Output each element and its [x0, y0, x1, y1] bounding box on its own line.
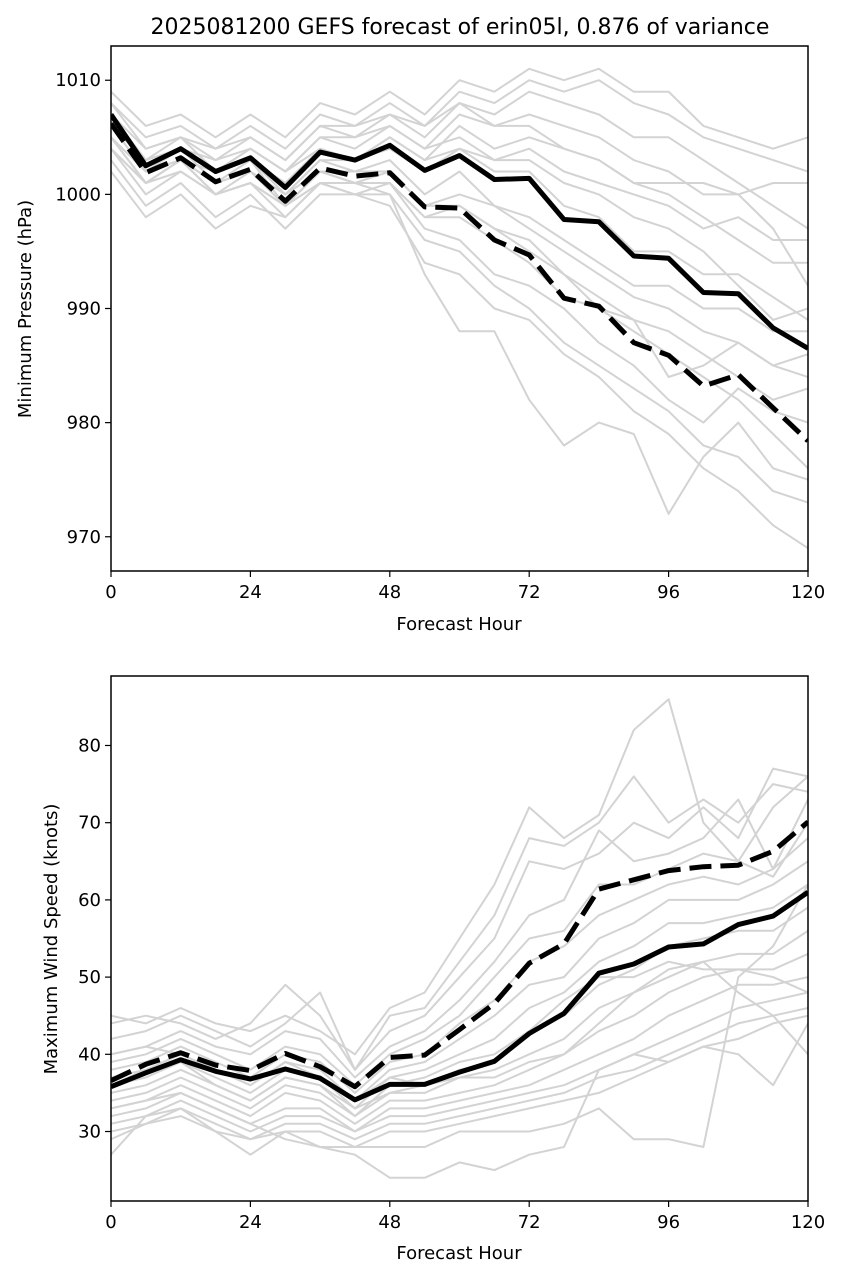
pressure-ensemble-member-line — [111, 102, 808, 287]
pressure-ensemble-member-line — [111, 136, 808, 470]
wind-y-tick-label: 40 — [78, 1044, 101, 1065]
pressure-ensemble-member-line — [111, 147, 808, 424]
wind-dashed-line — [111, 819, 808, 1090]
wind-ensemble-member-line — [111, 952, 808, 1125]
pressure-x-tick-label: 24 — [239, 582, 262, 603]
pressure-ensemble-member-line — [111, 79, 808, 173]
pressure-chart-title: 2025081200 GEFS forecast of erin05l, 0.8… — [151, 15, 770, 40]
wind-ensemble-member-line — [111, 798, 808, 1079]
pressure-solid-line — [111, 113, 808, 351]
wind-y-tick-label: 70 — [78, 813, 101, 834]
wind-x-axis-label: Forecast Hour — [396, 1243, 522, 1264]
pressure-ensemble-member-line — [111, 124, 808, 264]
pressure-ensemble-member-line — [111, 113, 808, 241]
wind-ensemble-member-line — [111, 991, 808, 1133]
pressure-dashed-line — [111, 122, 808, 443]
wind-ensemble-member-line — [111, 960, 808, 1110]
pressure-y-axis-label: Minimum Pressure (hPa) — [15, 200, 36, 418]
wind-y-axis-label: Maximum Wind Speed (knots) — [41, 804, 62, 1075]
wind-x-tick-label: 48 — [378, 1212, 401, 1233]
wind-solid-line — [111, 890, 808, 1103]
pressure-x-tick-label: 48 — [378, 582, 401, 603]
wind-x-tick-label: 0 — [105, 1212, 116, 1233]
pressure-ensemble-member-line — [111, 159, 808, 550]
wind-ensemble-member-line — [111, 775, 808, 1071]
pressure-ensemble-member-line — [111, 136, 808, 401]
wind-ensemble-member-line — [111, 884, 808, 1156]
wind-ensemble-member-line — [111, 1007, 808, 1141]
pressure-x-tick-label: 96 — [657, 582, 680, 603]
pressure-x-tick-label: 72 — [518, 582, 541, 603]
wind-x-tick-label: 120 — [791, 1212, 825, 1233]
pressure-ensemble-member-line — [111, 136, 808, 378]
wind-series-group — [111, 698, 808, 1179]
wind-ensemble-member-line — [111, 767, 808, 1071]
pressure-y-tick-label: 1000 — [55, 184, 101, 205]
wind-x-tick-label: 72 — [518, 1212, 541, 1233]
wind-ensemble-member-line — [111, 822, 808, 1087]
wind-x-tick-label: 24 — [239, 1212, 262, 1233]
wind-chart: Forecast Hour Maximum Wind Speed (knots)… — [41, 675, 825, 1264]
wind-y-tick-label: 30 — [78, 1122, 101, 1143]
pressure-ensemble-member-line — [111, 67, 808, 150]
pressure-y-tick-label: 970 — [67, 527, 101, 548]
pressure-ensemble-member-line — [111, 170, 808, 515]
wind-ensemble-member-line — [111, 1014, 808, 1148]
pressure-y-tick-label: 980 — [67, 413, 101, 434]
pressure-x-tick-label: 120 — [791, 582, 825, 603]
wind-plot-frame — [110, 675, 809, 1202]
pressure-y-tick-label: 990 — [67, 299, 101, 320]
pressure-ensemble-member-line — [111, 148, 808, 504]
wind-ensemble-member-line — [111, 883, 808, 1110]
wind-ensemble-member-line — [111, 698, 808, 1056]
wind-y-tick-label: 60 — [78, 890, 101, 911]
pressure-series-group — [111, 67, 808, 550]
pressure-chart: 2025081200 GEFS forecast of erin05l, 0.8… — [15, 15, 825, 635]
pressure-x-tick-label: 0 — [105, 582, 116, 603]
wind-y-tick-label: 50 — [78, 967, 101, 988]
pressure-x-axis-label: Forecast Hour — [396, 614, 522, 635]
pressure-y-tick-label: 1010 — [55, 70, 101, 91]
wind-ensemble-member-line — [111, 837, 808, 1094]
wind-y-tick-label: 80 — [78, 735, 101, 756]
pressure-ensemble-member-line — [111, 125, 808, 321]
wind-x-tick-label: 96 — [657, 1212, 680, 1233]
wind-ensemble-member-line — [111, 1022, 808, 1179]
